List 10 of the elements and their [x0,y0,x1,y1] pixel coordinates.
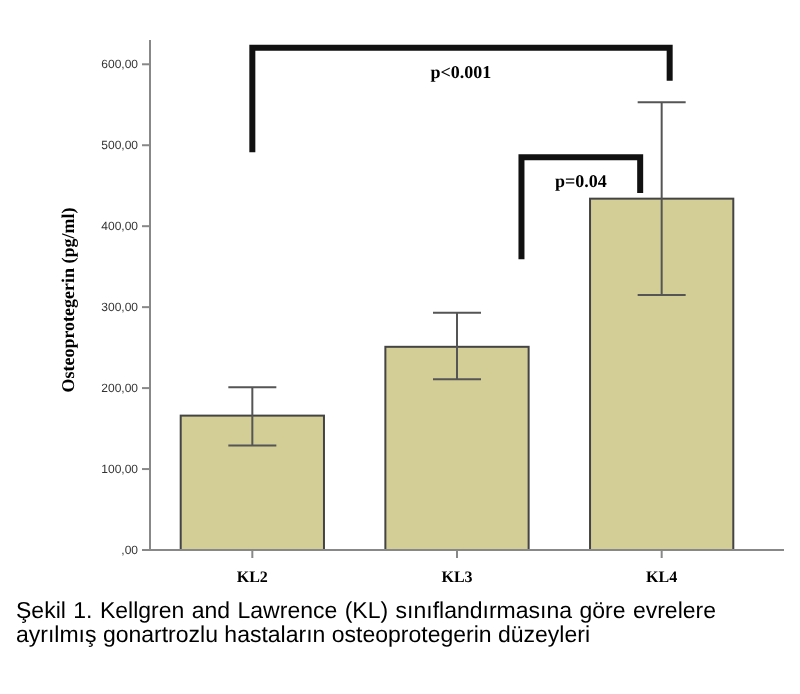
x-tick-label: KL4 [646,568,678,586]
annotation: p<0.001 [430,61,493,82]
bar [384,345,530,551]
text: Şekil 1. Kellgren and Lawrence (KL) sınıflandırmasına göre evrelere ayrılmış gonartrozlu hastaların osteoprotegerin düzeyleri [16,600,716,648]
y-axis-title: Osteoprotegerin (pg/ml) [58,207,78,393]
bar [589,197,735,551]
x-tick-label: KL3 [441,568,473,586]
annotation: p=0.04 [554,171,608,192]
bar [179,414,325,551]
x-tick-label: KL2 [236,568,268,586]
